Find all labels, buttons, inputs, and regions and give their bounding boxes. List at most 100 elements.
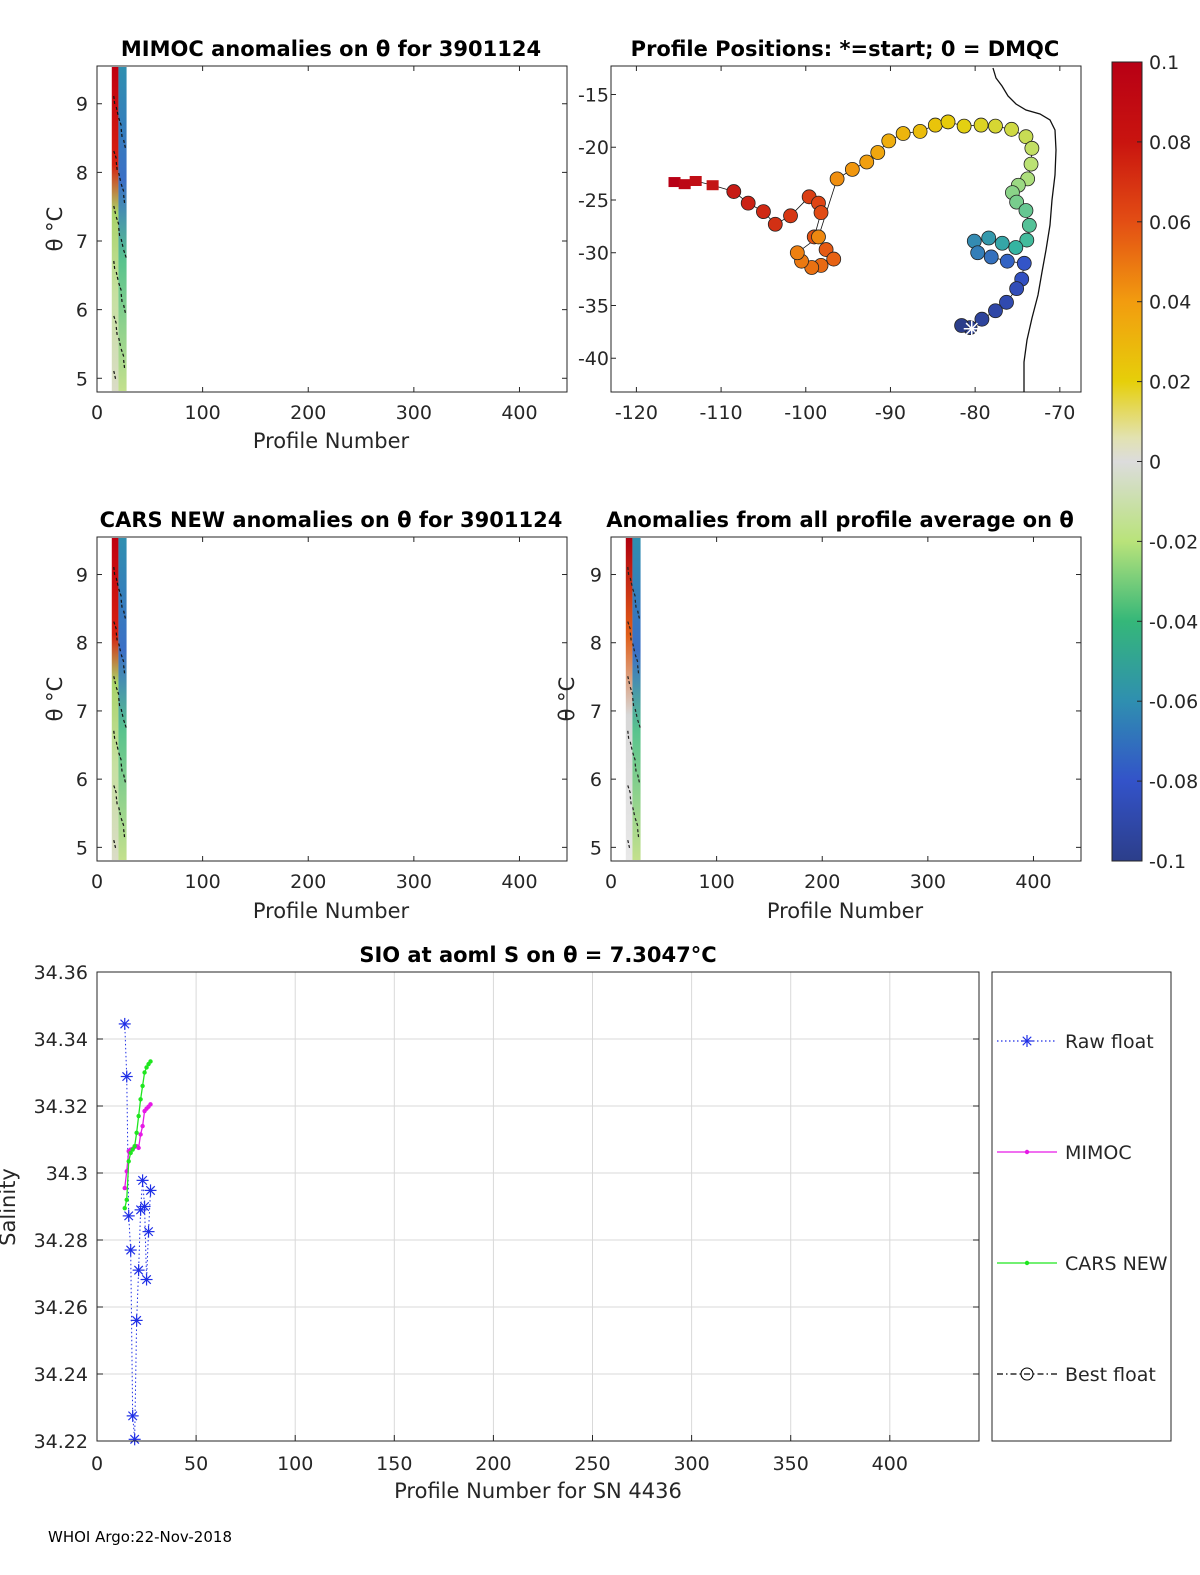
anomaly-contour (113, 839, 117, 850)
anomaly-contour (634, 763, 637, 773)
positions-panel: Profile Positions: *=start; 0 = DMQC -12… (578, 37, 1082, 424)
y-tick-label: 8 (590, 633, 602, 655)
x-tick-label: 0 (91, 1453, 103, 1475)
y-tick-label: 9 (76, 565, 88, 587)
anomaly-contour (120, 128, 123, 139)
profile-marker (940, 114, 956, 130)
anomaly-contour (120, 238, 124, 249)
profile-marker (1018, 129, 1034, 145)
y-tick-label: -15 (578, 84, 609, 106)
mimoc-axes (96, 65, 568, 393)
anomaly-contour (123, 359, 126, 370)
x-tick-label: 100 (184, 871, 220, 893)
cars-ticks: 0 100 200 300 400 5 6 7 8 9 (76, 537, 567, 893)
anomaly-contour (637, 774, 641, 784)
profile-marker (927, 117, 943, 133)
cars-point (128, 1150, 133, 1156)
y-tick-label: 7 (590, 701, 602, 723)
profile-marker (956, 118, 972, 134)
x-tick-label: 250 (574, 1453, 610, 1475)
cars-anomaly-field (111, 538, 128, 860)
salinity-ylabel: Salinity (0, 1168, 20, 1246)
positions-ticks: -120 -110 -100 -90 -80 -70 -15 -20 -25 -30 -35 -40 (578, 66, 1075, 424)
mimoc-point (136, 1145, 141, 1151)
x-tick-label: -110 (700, 402, 743, 424)
colorbar-tick-label: -0.08 (1149, 771, 1198, 793)
mimoc-ticks: 0 100 200 300 400 5 6 7 8 9 (76, 66, 567, 424)
anomaly-contour (115, 577, 119, 588)
anomaly-contour (120, 708, 124, 719)
allavg-axes (610, 536, 1082, 862)
x-tick-label: 300 (673, 1453, 709, 1475)
profile-marker (726, 184, 742, 199)
anomaly-contour (113, 730, 116, 740)
legend-marker (1022, 1036, 1032, 1046)
x-tick-label: 0 (91, 871, 103, 893)
cars-point (132, 1144, 137, 1149)
profile-marker-square (689, 175, 702, 186)
colorbar-tick-label: 0.04 (1149, 292, 1191, 314)
profile-marker (983, 249, 999, 265)
raw-float-point (133, 1265, 144, 1275)
cars-point (148, 1059, 153, 1064)
anomaly-contour (115, 741, 119, 751)
x-tick-label: 200 (290, 871, 326, 893)
profile-marker (974, 311, 990, 327)
anomaly-column (118, 67, 127, 391)
anomaly-contour (120, 654, 125, 664)
legend-label: Best float (1065, 1364, 1156, 1386)
profile-marker-square (678, 179, 691, 190)
y-tick-label: 7 (76, 231, 88, 253)
anomaly-contour (118, 588, 123, 599)
profile-marker (1008, 240, 1024, 255)
anomaly-contour (637, 719, 642, 730)
colorbar-tick-label: -0.02 (1149, 531, 1198, 553)
anomaly-contour (115, 796, 118, 806)
salinity-axes (96, 971, 980, 1442)
x-tick-label: 300 (396, 402, 432, 424)
y-tick-label: 34.3 (46, 1163, 88, 1185)
anomaly-contour (113, 566, 116, 577)
legend-marker (1024, 1260, 1030, 1266)
x-tick-label: 350 (773, 1453, 809, 1475)
profile-marker (988, 303, 1003, 319)
anomaly-contour (118, 752, 123, 762)
colorbar-tick-label: -0.04 (1149, 611, 1198, 633)
anomaly-contour (629, 741, 633, 751)
y-tick-label: 6 (76, 300, 88, 322)
raw-float-point (120, 1019, 130, 1029)
mimoc-anomaly-field (111, 67, 128, 391)
profile-marker (740, 195, 756, 211)
allavg-ylabel: θ °C (555, 677, 579, 722)
profile-marker (1009, 281, 1025, 297)
anomaly-contour (637, 610, 641, 620)
y-tick-label: 9 (76, 94, 88, 116)
anomaly-contour (627, 566, 630, 577)
salinity-xlabel: Profile Number for SN 4436 (394, 1479, 682, 1503)
coastline (992, 67, 1057, 392)
allavg-ticks: 0 100 200 300 400 5 6 7 8 9 (590, 537, 1081, 893)
raw-float-point (145, 1185, 156, 1196)
profile-marker (844, 161, 860, 177)
profile-marker (859, 154, 875, 170)
x-tick-label: 100 (698, 871, 734, 893)
mimoc-title: MIMOC anomalies on θ for 3901124 (121, 37, 541, 61)
profile-marker (756, 204, 771, 219)
anomaly-contour (120, 763, 123, 773)
y-tick-label: 34.26 (34, 1297, 88, 1319)
anomaly-contour (123, 139, 127, 150)
anomaly-column (632, 538, 641, 860)
cars-point (124, 1197, 129, 1203)
cars-point (122, 1205, 127, 1211)
anomaly-contour (634, 599, 637, 609)
anomaly-contour (637, 665, 640, 675)
x-tick-label: 400 (501, 402, 537, 424)
profile-marker-square (668, 177, 681, 188)
anomaly-contour (118, 337, 122, 348)
anomaly-contour (118, 282, 123, 293)
colorbar-tick-label: 0 (1149, 452, 1161, 474)
profile-marker (789, 245, 805, 261)
cars-point (136, 1113, 141, 1119)
legend-box (991, 971, 1172, 1442)
anomaly-contour (629, 686, 634, 697)
